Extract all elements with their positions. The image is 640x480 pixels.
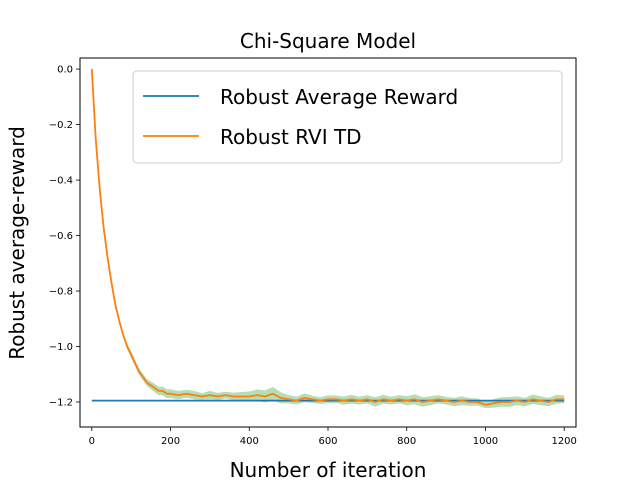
legend-label-robust-rvi-td: Robust RVI TD xyxy=(220,125,362,149)
y-tick-label: −0.6 xyxy=(49,231,73,242)
legend: Robust Average Reward Robust RVI TD xyxy=(132,70,563,164)
x-tick-label: 0 xyxy=(89,436,95,447)
legend-box xyxy=(132,70,563,164)
x-tick-label: 1200 xyxy=(551,436,576,447)
x-tick-label: 400 xyxy=(240,436,259,447)
y-tick-label: −0.2 xyxy=(49,120,73,131)
axis-ticks: 0 200 400 600 800 1000 1200 0.0 −0.2 −0.4 −0.6 −0.8… xyxy=(49,65,577,447)
series-band-robust-rvi-td xyxy=(91,69,565,409)
chart-title: Chi-Square Model xyxy=(240,29,416,53)
y-axis-title: Robust average-reward xyxy=(5,126,29,360)
x-axis-title: Number of iteration xyxy=(230,458,427,480)
x-tick-label: 600 xyxy=(318,436,337,447)
y-tick-label: −1.2 xyxy=(49,398,73,409)
y-tick-label: 0.0 xyxy=(57,65,73,76)
plot-area xyxy=(90,69,565,409)
y-tick-label: −0.4 xyxy=(49,176,73,187)
y-tick-label: −1.0 xyxy=(49,342,73,353)
legend-label-robust-average-reward: Robust Average Reward xyxy=(220,85,458,109)
x-tick-label: 200 xyxy=(161,436,180,447)
x-tick-label: 1000 xyxy=(473,436,498,447)
series-line-robust-rvi-td xyxy=(90,69,565,406)
y-tick-label: −0.8 xyxy=(49,287,73,298)
x-tick-label: 800 xyxy=(397,436,416,447)
plot-frame xyxy=(79,57,577,428)
